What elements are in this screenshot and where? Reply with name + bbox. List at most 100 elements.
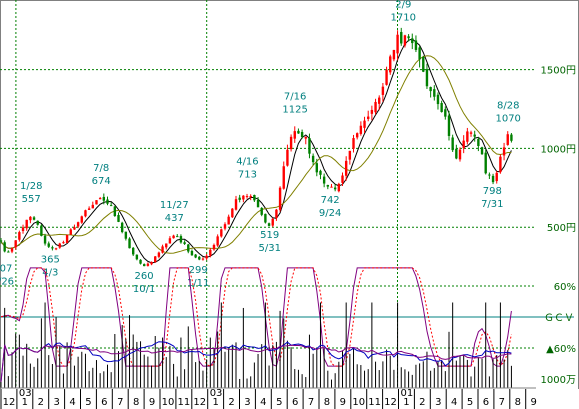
candle-body [106, 199, 109, 204]
candle-body [374, 101, 377, 113]
month-label: 9 [530, 397, 536, 408]
month-label: 12 [384, 397, 397, 408]
candle-body [495, 172, 498, 182]
candle-body [113, 206, 117, 216]
month-label: 11 [177, 397, 190, 408]
candle-body [131, 247, 135, 255]
candle-body [499, 156, 502, 173]
candle-body [157, 252, 161, 257]
osc-axis-label: ▲60% [546, 344, 576, 355]
volume-average-lines [0, 341, 536, 389]
candle-body [458, 149, 462, 160]
candle-body [341, 175, 344, 183]
month-label: 9 [149, 397, 155, 408]
volume-axis-label: 1000万 [541, 375, 576, 386]
month-label: 12 [193, 397, 206, 408]
candle-body [128, 238, 131, 249]
oscillator-panel: 60% ▲60% ＧＣＶ [0, 267, 576, 367]
price-annotations: 07/26 1/28 557 365 4/3 7/8 674 260 10/1 11/27 437 2… [0, 0, 521, 295]
candle-body [102, 196, 106, 201]
candle-body [477, 138, 480, 147]
candle-body [150, 261, 153, 265]
month-label: 7 [499, 397, 505, 408]
candle-body [183, 242, 186, 244]
candle-body [242, 195, 245, 200]
month-label: 3 [53, 397, 59, 408]
candle-body [422, 57, 425, 72]
month-label: 12 [3, 397, 16, 408]
candle-body [462, 140, 465, 149]
candle-body [168, 238, 172, 244]
month-label: 4 [260, 397, 266, 408]
candle-body [311, 155, 315, 163]
candle-body [80, 216, 83, 223]
candle-body [18, 232, 21, 240]
candle-body [161, 246, 164, 253]
candle-body [304, 136, 307, 139]
price-annotation-text: 437 [165, 213, 184, 224]
candle-body [29, 216, 32, 221]
candle-body [47, 243, 50, 247]
month-label: 8 [515, 397, 521, 408]
candle-body [293, 131, 296, 139]
candle-body [414, 40, 418, 50]
candle-body [473, 134, 476, 137]
candle-body [381, 86, 385, 95]
candle-body [187, 244, 190, 252]
candle-body [278, 187, 282, 210]
price-annotation-text: 519 [260, 230, 279, 241]
candle-body [469, 132, 473, 134]
price-annotation-text: /26 [0, 277, 14, 288]
candle-body [440, 103, 443, 112]
candle-body [308, 138, 311, 154]
candle-body [502, 147, 506, 156]
candle-body [282, 166, 285, 189]
candle-body [124, 231, 128, 239]
candle-body [223, 224, 227, 229]
candle-body [488, 174, 491, 176]
volume-average-short [0, 341, 512, 383]
candle-body [337, 183, 341, 192]
candle-body [300, 132, 304, 138]
osc-axis-label: 60% [554, 282, 576, 293]
month-label: 9 [340, 397, 346, 408]
candle-body [36, 220, 39, 225]
price-annotation-text: 7/16 [284, 92, 306, 103]
month-label: 1 [22, 397, 28, 408]
moving-average-lines [0, 38, 512, 264]
oscillator-line-signal [0, 267, 512, 367]
candle-body [3, 242, 6, 252]
price-grid [0, 69, 536, 287]
candle-body [253, 194, 256, 201]
month-label: 11 [368, 397, 381, 408]
candle-body [14, 240, 17, 248]
candle-body [352, 138, 355, 149]
price-annotation-text: 1070 [495, 113, 520, 124]
candle-body [400, 31, 403, 44]
month-label: 6 [483, 397, 489, 408]
month-label: 2 [419, 397, 425, 408]
candle-body [51, 247, 54, 249]
year-separators [15, 0, 398, 388]
candle-body [245, 196, 249, 198]
candle-body [407, 36, 410, 39]
month-label: 2 [38, 397, 44, 408]
candle-body [359, 125, 363, 134]
candle-body [69, 229, 72, 235]
month-label: 7 [117, 397, 123, 408]
candle-body [506, 134, 509, 145]
candle-body [425, 69, 429, 87]
gcv-label: ＧＣＶ [544, 313, 574, 324]
candle-body [322, 176, 326, 184]
long-moving-average [0, 55, 512, 254]
candle-body [433, 89, 436, 97]
month-label: 6 [292, 397, 298, 408]
candle-body [249, 196, 252, 198]
candle-body [54, 248, 58, 250]
price-annotation-text: 365 [41, 254, 60, 265]
price-annotation-text: 7/8 [93, 163, 109, 174]
candle-body [190, 250, 194, 256]
candle-body [480, 147, 484, 155]
candle-body [21, 227, 25, 231]
candle-body [40, 225, 43, 236]
